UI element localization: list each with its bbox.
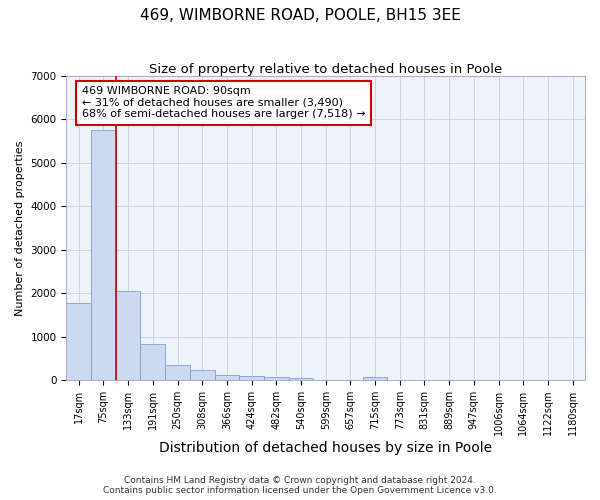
Bar	[239, 376, 264, 380]
Text: 469, WIMBORNE ROAD, POOLE, BH15 3EE: 469, WIMBORNE ROAD, POOLE, BH15 3EE	[140, 8, 460, 22]
Bar	[363, 376, 388, 380]
Bar	[165, 364, 190, 380]
X-axis label: Distribution of detached houses by size in Poole: Distribution of detached houses by size …	[159, 441, 492, 455]
Bar	[140, 344, 165, 380]
Bar	[116, 290, 140, 380]
Bar	[190, 370, 215, 380]
Y-axis label: Number of detached properties: Number of detached properties	[15, 140, 25, 316]
Text: Contains HM Land Registry data © Crown copyright and database right 2024.
Contai: Contains HM Land Registry data © Crown c…	[103, 476, 497, 495]
Text: 469 WIMBORNE ROAD: 90sqm
← 31% of detached houses are smaller (3,490)
68% of sem: 469 WIMBORNE ROAD: 90sqm ← 31% of detach…	[82, 86, 365, 120]
Bar	[289, 378, 313, 380]
Title: Size of property relative to detached houses in Poole: Size of property relative to detached ho…	[149, 62, 502, 76]
Bar	[67, 302, 91, 380]
Bar	[91, 130, 116, 380]
Bar	[215, 375, 239, 380]
Bar	[264, 376, 289, 380]
